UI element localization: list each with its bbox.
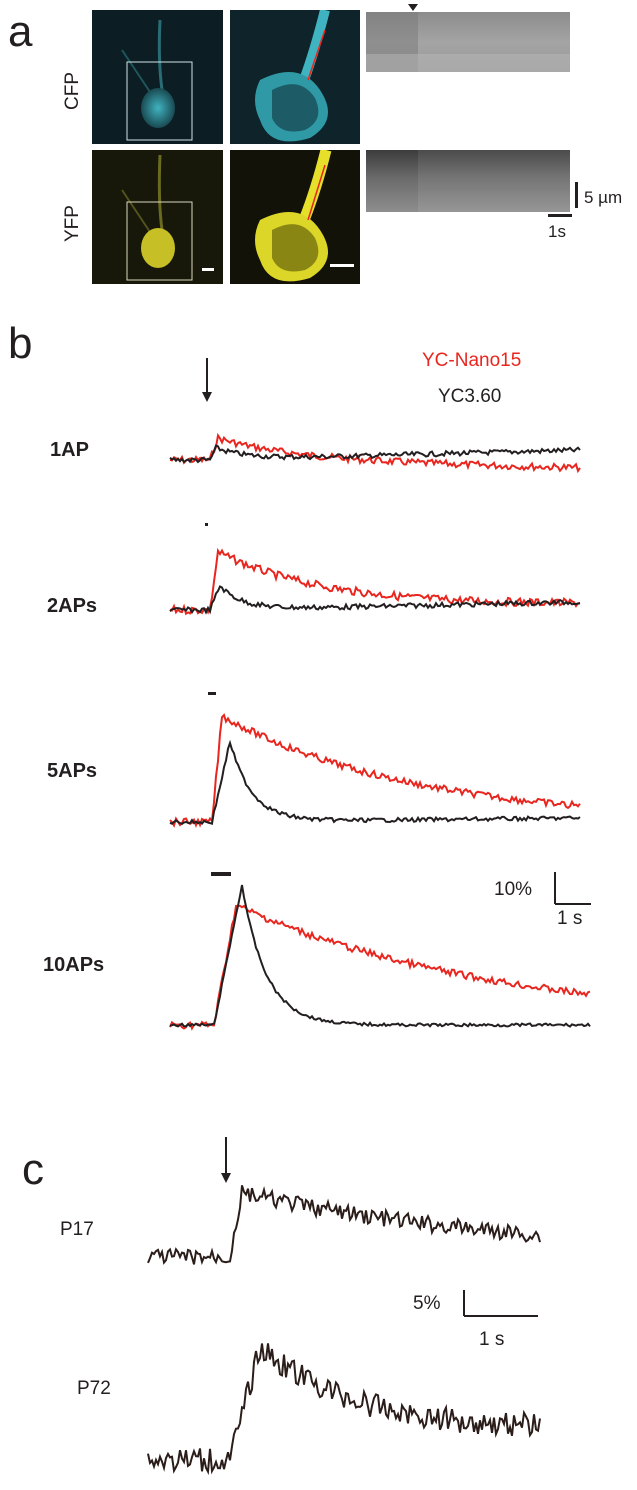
trace-p72-line — [147, 1343, 541, 1476]
trace-label-p17: P17 — [60, 1219, 94, 1240]
cfp-zoom-image — [230, 10, 360, 144]
trace-yc360-2aps — [169, 585, 581, 615]
trace-yc360-10aps — [169, 884, 591, 1028]
stim-arrow-icon-b — [202, 358, 212, 402]
row-label-cfp: CFP — [62, 72, 83, 110]
cfp-overview-image — [92, 10, 223, 144]
row-label-yfp: YFP — [62, 205, 83, 242]
stim-bar-2aps — [205, 523, 208, 526]
trace-plot-2aps — [169, 547, 581, 616]
yfp-zoom-image — [230, 150, 360, 284]
trace-label-5aps: 5APs — [47, 760, 98, 782]
trace-plot-10aps — [169, 884, 591, 1031]
trace-yc-nano15-5aps — [169, 713, 581, 829]
yfp-overview-image — [92, 150, 223, 284]
trace-label-1ap: 1AP — [50, 439, 89, 461]
stim-bar-10aps — [211, 872, 231, 876]
scale-label-y-b: 10% — [494, 879, 533, 900]
trace-plot-p17 — [147, 1185, 541, 1266]
scale-label-x-b: 1 s — [557, 908, 583, 929]
scale-bar-b — [554, 872, 591, 905]
yfp-kymograph — [366, 150, 570, 212]
stim-arrow-icon-c — [221, 1137, 231, 1183]
trace-yc360-1ap — [169, 444, 581, 464]
trace-yc-nano15-1ap — [169, 432, 581, 474]
panel-b-letter: b — [8, 319, 33, 368]
scale-bar-c — [463, 1290, 538, 1317]
legend-yc-nano15: YC-Nano15 — [422, 350, 522, 371]
scale-label-time-a: 1s — [548, 222, 566, 241]
scale-bar-space — [575, 182, 578, 208]
trace-yc360-5aps — [169, 739, 581, 826]
trace-plot-1ap — [169, 432, 581, 474]
legend-yc360: YC3.60 — [438, 386, 502, 407]
scale-bar-time-a — [548, 214, 572, 217]
scale-label-y-c: 5% — [413, 1293, 441, 1314]
stim-bar-5aps — [208, 692, 216, 695]
trace-yc-nano15-10aps — [169, 904, 591, 1031]
scale-label-x-c: 1 s — [479, 1329, 505, 1350]
trace-plot-5aps — [169, 713, 581, 829]
stim-marker-icon — [408, 4, 418, 11]
trace-label-2aps: 2APs — [47, 595, 98, 617]
trace-p17-line — [147, 1185, 541, 1266]
panel-c-letter: c — [22, 1145, 44, 1194]
panel-a-letter: a — [8, 7, 33, 56]
cfp-kymograph — [366, 12, 570, 72]
trace-label-10aps: 10APs — [43, 954, 105, 976]
trace-plot-p72 — [147, 1343, 541, 1476]
trace-label-p72: P72 — [77, 1378, 111, 1399]
scale-label-space: 5 µm — [584, 188, 623, 207]
